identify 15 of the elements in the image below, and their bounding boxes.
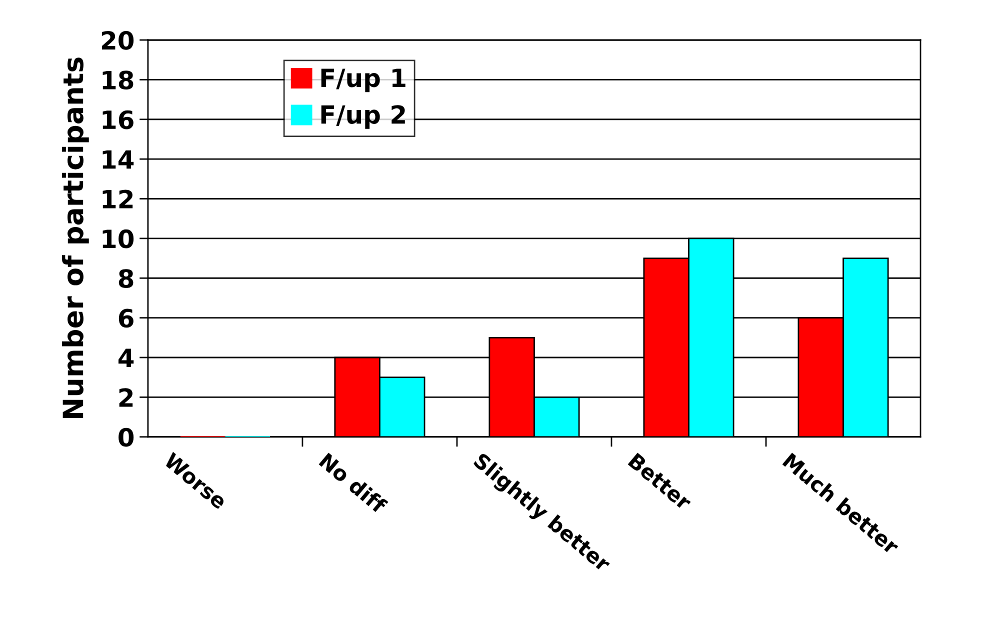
y-tick-label: 20 <box>102 30 134 50</box>
y-tick-label: 2 <box>119 388 133 407</box>
y-tick-label: 0 <box>118 428 134 447</box>
y-tick-label: 6 <box>118 308 134 328</box>
legend-label: F/up 2 <box>321 105 405 129</box>
y-tick-label: 12 <box>102 190 133 208</box>
y-tick-label: 10 <box>102 229 134 248</box>
y-tick-label: 18 <box>102 70 134 90</box>
legend-label: F/up 1 <box>321 68 406 92</box>
y-axis-title: Number of participants <box>62 58 89 418</box>
x-tick-label: No diff <box>318 452 388 514</box>
y-tick-label: 16 <box>102 110 134 130</box>
y-tick-label: 8 <box>118 269 134 288</box>
y-tick-label: 4 <box>118 348 134 368</box>
y-tick-label: 14 <box>102 150 134 169</box>
